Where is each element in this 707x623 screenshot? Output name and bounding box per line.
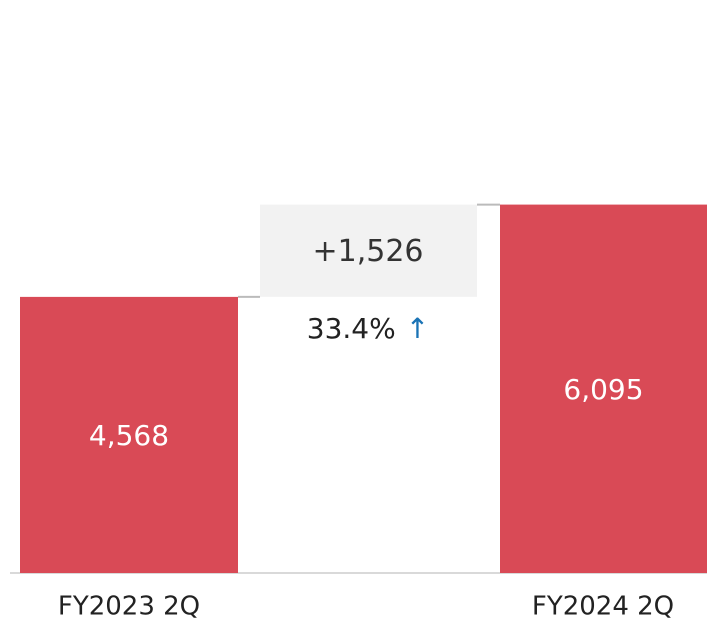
up-arrow: ↑ bbox=[406, 312, 429, 345]
percent-label: 33.4% ↑ bbox=[307, 312, 429, 345]
delta-box bbox=[260, 204, 477, 297]
bar bbox=[20, 296, 238, 573]
percent-value: 33.4% bbox=[307, 312, 396, 345]
delta-label: +1,526 bbox=[312, 234, 423, 269]
value-label: 4,568 bbox=[89, 419, 169, 452]
x-tick-label: FY2023 2Q bbox=[58, 592, 200, 622]
value-label: 6,095 bbox=[563, 373, 643, 406]
bar bbox=[500, 204, 707, 573]
x-tick-label: FY2024 2Q bbox=[532, 592, 674, 622]
